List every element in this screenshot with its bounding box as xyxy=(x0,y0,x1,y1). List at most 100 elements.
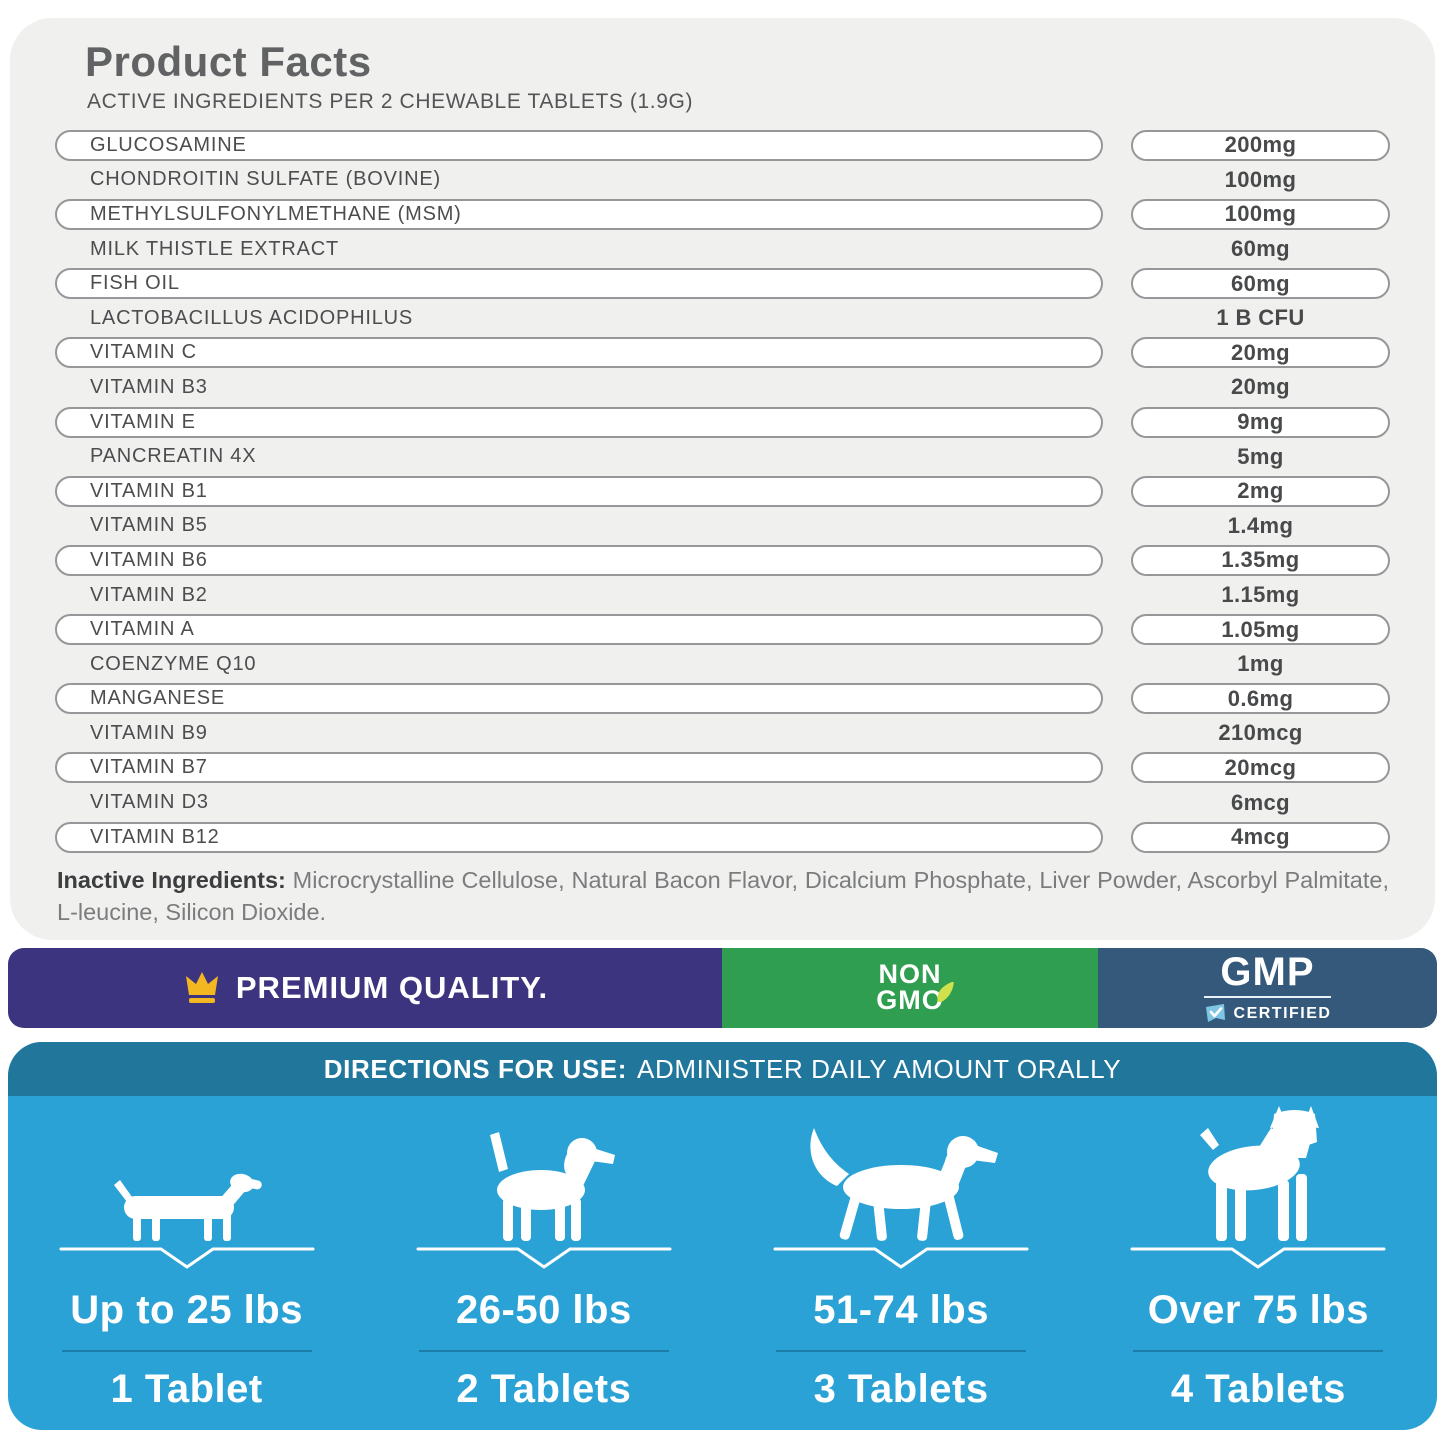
beagle-dog-icon xyxy=(469,1104,619,1242)
ingredient-row: METHYLSULFONYLMETHANE (MSM) 100mg xyxy=(55,197,1390,232)
ingredient-name: COENZYME Q10 xyxy=(90,652,257,675)
inactive-ingredients: Inactive Ingredients: Microcrystalline C… xyxy=(57,864,1389,929)
gmp-logo: GMP CERTIFIED xyxy=(1203,949,1332,1025)
bracket-notch xyxy=(416,1247,672,1269)
ingredient-row: PANCREATIN 4X 5mg xyxy=(55,439,1390,474)
ingredient-amount: 60mg xyxy=(1230,236,1291,262)
divider xyxy=(1133,1350,1384,1352)
bracket-notch xyxy=(773,1247,1029,1269)
ingredient-name: VITAMIN A xyxy=(55,614,1103,646)
ingredient-name: CHONDROITIN SULFATE (BOVINE) xyxy=(90,168,441,191)
ingredient-amount: 20mcg xyxy=(1131,752,1390,784)
ingredient-name: VITAMIN B1 xyxy=(55,475,1103,507)
ingredient-amount: 1mg xyxy=(1237,651,1284,677)
ingredient-name: VITAMIN B12 xyxy=(55,821,1103,853)
ingredient-row: VITAMIN A 1.05mg xyxy=(55,612,1390,647)
gmp-certified-badge: GMP CERTIFIED xyxy=(1098,948,1437,1028)
ingredient-name: VITAMIN B7 xyxy=(55,752,1103,784)
gmp-certified-label: CERTIFIED xyxy=(1233,1004,1332,1022)
ingredient-amount: 1 B CFU xyxy=(1216,305,1305,331)
ingredient-row: GLUCOSAMINE 200mg xyxy=(55,128,1390,163)
ingredient-amount: 9mg xyxy=(1131,406,1390,438)
page-title: Product Facts xyxy=(85,38,372,85)
divider xyxy=(418,1350,669,1352)
ingredient-name: VITAMIN C xyxy=(55,337,1103,369)
weight-range: Up to 25 lbs xyxy=(70,1288,303,1332)
ingredient-name: PANCREATIN 4X xyxy=(90,445,257,468)
ingredient-name: MILK THISTLE EXTRACT xyxy=(90,237,340,260)
ingredient-amount: 6mcg xyxy=(1230,789,1291,815)
dosage-column-medium: 26-50 lbs 2 Tablets xyxy=(365,1096,722,1412)
ingredient-row: VITAMIN B5 1.4mg xyxy=(55,509,1390,544)
bracket-notch xyxy=(1130,1247,1386,1269)
ingredient-name: GLUCOSAMINE xyxy=(55,129,1103,161)
ingredient-name: VITAMIN B2 xyxy=(90,583,208,606)
ingredient-row: CHONDROITIN SULFATE (BOVINE) 100mg xyxy=(55,163,1390,198)
ingredient-amount: 1.35mg xyxy=(1131,544,1390,576)
ingredient-row: LACTOBACILLUS ACIDOPHILUS 1 B CFU xyxy=(55,301,1390,336)
ingredient-row: VITAMIN B2 1.15mg xyxy=(55,578,1390,613)
ingredient-amount: 210mcg xyxy=(1218,720,1303,746)
ingredients-table: GLUCOSAMINE 200mg CHONDROITIN SULFATE (BOV… xyxy=(55,128,1390,854)
ingredient-amount: 20mg xyxy=(1131,337,1390,369)
ingredient-amount: 1.15mg xyxy=(1221,582,1300,608)
ingredient-amount: 5mg xyxy=(1237,443,1284,469)
ingredient-row: VITAMIN B7 20mcg xyxy=(55,751,1390,786)
gmp-title: GMP xyxy=(1220,949,1315,994)
ingredient-amount: 200mg xyxy=(1131,129,1390,161)
inactive-ingredients-text: Microcrystalline Cellulose, Natural Baco… xyxy=(57,867,1389,926)
ingredient-amount: 100mg xyxy=(1224,166,1297,192)
ingredient-name: VITAMIN B9 xyxy=(90,721,208,744)
non-gmo-badge: NON GMO xyxy=(722,948,1098,1028)
ingredient-row: VITAMIN B12 4mcg xyxy=(55,820,1390,855)
leaf-icon xyxy=(934,982,958,1003)
ingredient-row: VITAMIN B1 2mg xyxy=(55,474,1390,509)
divider xyxy=(776,1350,1027,1352)
ingredient-row: VITAMIN E 9mg xyxy=(55,405,1390,440)
boxer-dog-icon xyxy=(1182,1104,1334,1242)
ingredient-row: COENZYME Q10 1mg xyxy=(55,647,1390,682)
ingredient-amount: 1.4mg xyxy=(1227,512,1294,538)
weight-range: 26-50 lbs xyxy=(456,1288,632,1332)
ingredient-amount: 100mg xyxy=(1131,198,1390,230)
non-gmo-line2: GMO xyxy=(876,985,944,1015)
retriever-dog-icon xyxy=(801,1104,1001,1242)
ingredient-name: MANGANESE xyxy=(55,683,1103,715)
tablet-count: 3 Tablets xyxy=(813,1367,989,1411)
ingredient-row: VITAMIN B9 210mcg xyxy=(55,716,1390,751)
tablet-count: 4 Tablets xyxy=(1170,1367,1346,1411)
directions-panel: DIRECTIONS FOR USE: ADMINISTER DAILY AMO… xyxy=(8,1042,1437,1430)
ingredient-name: VITAMIN D3 xyxy=(90,791,209,814)
product-facts-card: Product Facts ACTIVE INGREDIENTS PER 2 C… xyxy=(10,18,1435,940)
weight-range: 51-74 lbs xyxy=(813,1288,989,1332)
ingredient-name: VITAMIN B5 xyxy=(90,514,208,537)
non-gmo-line1: NON xyxy=(878,959,942,990)
premium-quality-badge: PREMIUM QUALITY. xyxy=(8,948,722,1028)
divider xyxy=(61,1350,312,1352)
ingredient-amount: 1.05mg xyxy=(1131,614,1390,646)
ingredient-name: VITAMIN B6 xyxy=(55,544,1103,576)
ingredient-row: VITAMIN D3 6mcg xyxy=(55,785,1390,820)
ingredient-row: MILK THISTLE EXTRACT 60mg xyxy=(55,232,1390,267)
ingredient-row: VITAMIN B3 20mg xyxy=(55,370,1390,405)
dosage-table: Up to 25 lbs 1 Tablet xyxy=(8,1096,1437,1412)
dosage-column-large: 51-74 lbs 3 Tablets xyxy=(723,1096,1080,1412)
ingredient-row: VITAMIN B6 1.35mg xyxy=(55,543,1390,578)
bracket-notch xyxy=(59,1247,315,1269)
badge-strip: PREMIUM QUALITY. NON GMO GMP xyxy=(8,948,1437,1028)
dosage-column-small: Up to 25 lbs 1 Tablet xyxy=(8,1096,365,1412)
ingredient-row: VITAMIN C 20mg xyxy=(55,336,1390,371)
tablet-count: 1 Tablet xyxy=(110,1367,263,1411)
ingredient-name: LACTOBACILLUS ACIDOPHILUS xyxy=(90,306,414,329)
ingredient-amount: 0.6mg xyxy=(1131,683,1390,715)
inactive-ingredients-label: Inactive Ingredients: xyxy=(57,867,286,893)
premium-quality-label: PREMIUM QUALITY. xyxy=(235,970,549,1005)
directions-heading: DIRECTIONS FOR USE: ADMINISTER DAILY AMO… xyxy=(8,1042,1437,1096)
check-ribbon-icon xyxy=(1204,1003,1227,1025)
ingredient-name: VITAMIN E xyxy=(55,406,1103,438)
directions-heading-bold: DIRECTIONS FOR USE: xyxy=(323,1053,627,1084)
dachshund-dog-icon xyxy=(111,1104,263,1242)
non-gmo-logo: NON GMO xyxy=(876,959,954,1015)
ingredient-row: FISH OIL 60mg xyxy=(55,266,1390,301)
